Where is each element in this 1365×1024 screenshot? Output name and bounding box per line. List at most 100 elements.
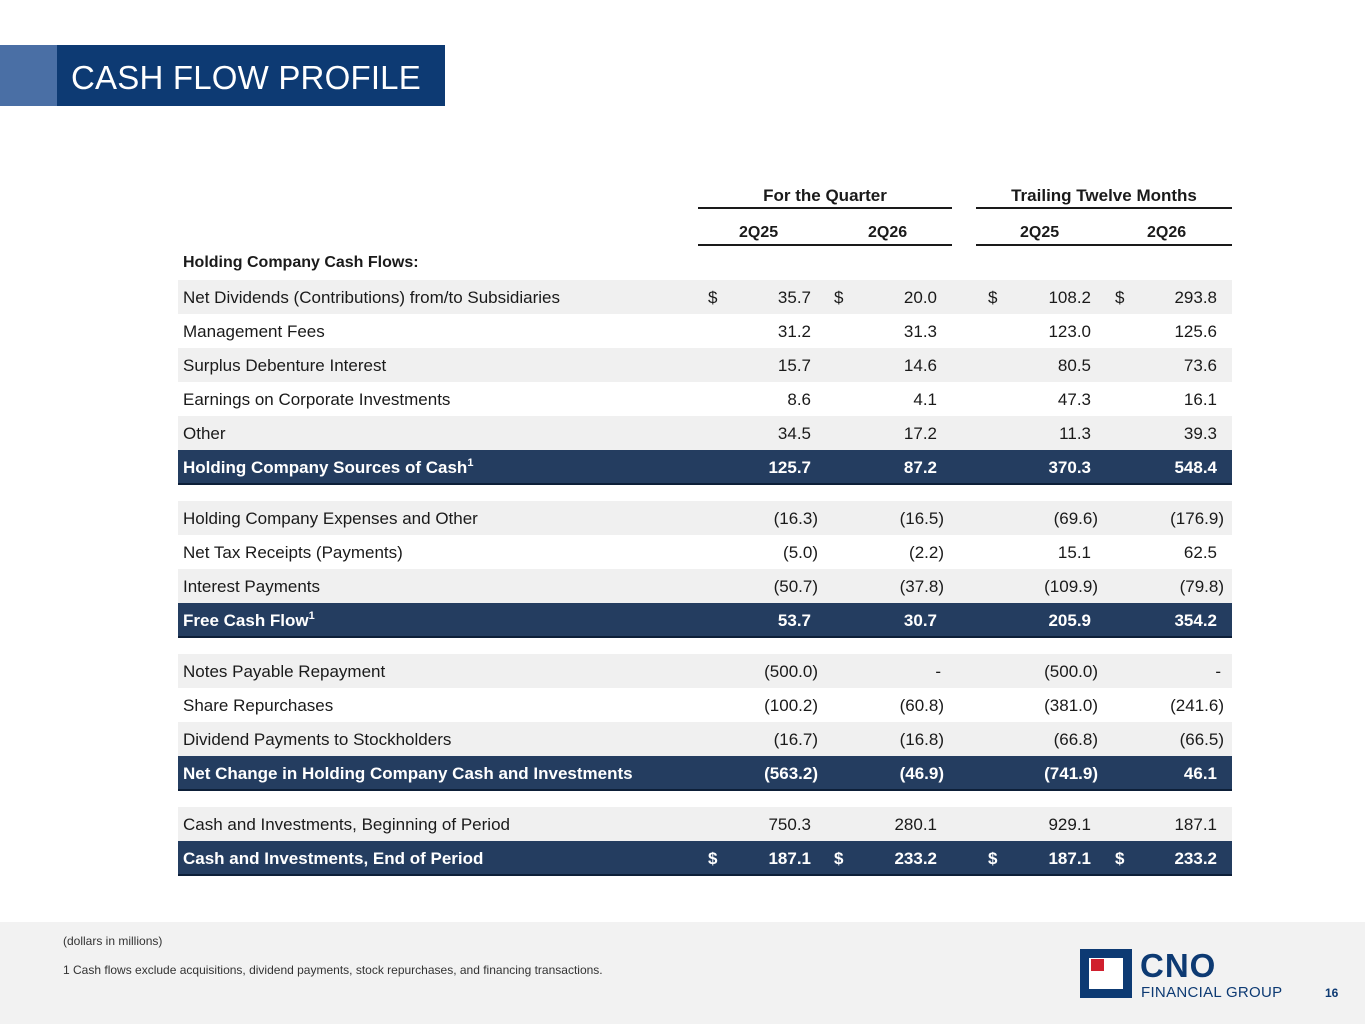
value-cell: (60.8) <box>899 696 944 715</box>
table-row: Free Cash Flow1 53.7 30.7 205.9 354.2 <box>178 603 1232 638</box>
page-number: 16 <box>1325 986 1339 1000</box>
value-cell: (176.9) <box>1170 509 1224 528</box>
section-label: Holding Company Cash Flows: <box>183 254 419 271</box>
table-row: Management Fees 31.2 31.3 123.0 125.6 <box>178 314 1232 348</box>
value-cell: 11.3 <box>1059 424 1091 443</box>
value-cell: 87.2 <box>903 458 937 477</box>
value-cell: 187.1 <box>1048 849 1091 868</box>
value-cell: 31.2 <box>777 322 811 341</box>
col-header: 2Q26 <box>868 224 908 241</box>
row-label: Holding Company Sources of Cash1 <box>183 457 474 477</box>
dollar-sign: $ <box>988 288 998 307</box>
value-cell: (500.0) <box>764 662 818 681</box>
value-cell: (381.0) <box>1044 696 1098 715</box>
value-cell: 16.1 <box>1183 390 1217 409</box>
dollar-sign: $ <box>708 288 718 307</box>
value-cell: 35.7 <box>777 288 811 307</box>
value-cell: (66.8) <box>1053 730 1098 749</box>
value-cell: 123.0 <box>1048 322 1091 341</box>
value-cell: 8.6 <box>787 390 811 409</box>
value-cell: 125.7 <box>768 458 811 477</box>
table-row: Cash and Investments, Beginning of Perio… <box>178 807 1232 841</box>
value-cell: 15.1 <box>1057 543 1091 562</box>
table-row: Earnings on Corporate Investments 8.6 4.1 4… <box>178 382 1232 416</box>
row-label: Net Dividends (Contributions) from/to Su… <box>183 288 560 307</box>
table-row: Surplus Debenture Interest 15.7 14.6 80.5 73… <box>178 348 1232 382</box>
value-cell: 47.3 <box>1057 390 1091 409</box>
footnote-marker: 1 <box>467 457 474 469</box>
value-cell: 548.4 <box>1174 458 1217 477</box>
row-label: Management Fees <box>183 322 325 341</box>
value-cell: (16.8) <box>899 730 944 749</box>
value-cell: 233.2 <box>894 849 937 868</box>
table-row: Other 34.5 17.2 11.3 39.3 <box>178 416 1232 450</box>
footnote-marker: 1 <box>308 610 315 622</box>
table-row: Interest Payments (50.7) (37.8) (109.9) (79.… <box>178 569 1232 603</box>
row-label: Free Cash Flow1 <box>183 610 315 630</box>
value-cell: 125.6 <box>1174 322 1217 341</box>
row-label: Other <box>183 424 226 443</box>
value-cell: 354.2 <box>1174 611 1217 630</box>
value-cell: (50.7) <box>773 577 818 596</box>
dollar-sign: $ <box>834 288 844 307</box>
value-cell: (79.8) <box>1179 577 1224 596</box>
value-cell: 187.1 <box>1174 815 1217 834</box>
value-cell: (500.0) <box>1044 662 1098 681</box>
value-cell: 205.9 <box>1048 611 1091 630</box>
dollar-sign: $ <box>1115 849 1125 868</box>
value-cell: 370.3 <box>1048 458 1091 477</box>
row-label: Cash and Investments, Beginning of Perio… <box>183 815 510 834</box>
row-label: Interest Payments <box>183 577 321 596</box>
row-label: Notes Payable Repayment <box>183 662 386 681</box>
table-row: Holding Company Sources of Cash1 125.7 87.… <box>178 450 1232 485</box>
value-cell: (37.8) <box>899 577 944 596</box>
table-row: Share Repurchases (100.2) (60.8) (381.0) (24… <box>178 688 1232 722</box>
cno-logo-icon <box>1080 949 1132 998</box>
table-row: Net Dividends (Contributions) from/to Su… <box>178 280 1232 314</box>
table-row: Net Tax Receipts (Payments) (5.0) (2.2) 15.… <box>178 535 1232 569</box>
row-label: Share Repurchases <box>183 696 334 715</box>
dollar-sign: $ <box>1115 288 1125 307</box>
row-label: Holding Company Expenses and Other <box>183 509 478 528</box>
value-cell: 80.5 <box>1057 356 1091 375</box>
value-cell: 30.7 <box>903 611 937 630</box>
row-label: Net Tax Receipts (Payments) <box>183 543 403 562</box>
value-cell: (241.6) <box>1170 696 1224 715</box>
value-cell: (100.2) <box>764 696 818 715</box>
header-for-the-quarter: For the Quarter <box>698 186 952 209</box>
value-cell: 233.2 <box>1174 849 1217 868</box>
value-cell: (46.9) <box>899 764 944 783</box>
table-row: Cash and Investments, End of Period $187.… <box>178 841 1232 876</box>
dollar-sign: $ <box>988 849 998 868</box>
value-cell: 62.5 <box>1183 543 1217 562</box>
col-header: 2Q25 <box>739 224 779 241</box>
footnote: 1 Cash flows exclude acquisitions, divid… <box>63 963 603 977</box>
quarter-column-headers: 2Q25 2Q26 <box>698 224 952 246</box>
table-row: Notes Payable Repayment (500.0) - (500.0) - <box>178 654 1232 688</box>
value-cell: 73.6 <box>1183 356 1217 375</box>
col-header: 2Q25 <box>1020 224 1060 241</box>
value-cell: - <box>935 662 941 681</box>
value-cell: (66.5) <box>1179 730 1224 749</box>
value-cell: (69.6) <box>1053 509 1098 528</box>
value-cell: 293.8 <box>1174 288 1217 307</box>
row-label: Net Change in Holding Company Cash and I… <box>183 764 633 783</box>
value-cell: 108.2 <box>1048 288 1091 307</box>
value-cell: (16.7) <box>773 730 818 749</box>
logo-subtitle: FINANCIAL GROUP <box>1141 984 1283 1001</box>
value-cell: 4.1 <box>913 390 937 409</box>
value-cell: (563.2) <box>764 764 818 783</box>
table-row: Dividend Payments to Stockholders (16.7) (… <box>178 722 1232 756</box>
col-header: 2Q26 <box>1147 224 1187 241</box>
table-row: Net Change in Holding Company Cash and I… <box>178 756 1232 791</box>
value-cell: 31.3 <box>903 322 937 341</box>
value-cell: (2.2) <box>909 543 944 562</box>
value-cell: 17.2 <box>903 424 937 443</box>
row-label: Surplus Debenture Interest <box>183 356 387 375</box>
header-trailing-twelve-months: Trailing Twelve Months <box>976 186 1232 209</box>
value-cell: 929.1 <box>1048 815 1091 834</box>
title-banner: CASH FLOW PROFILE <box>57 45 445 106</box>
units-note: (dollars in millions) <box>63 934 163 948</box>
table-row: Holding Company Expenses and Other (16.3)… <box>178 501 1232 535</box>
value-cell: - <box>1215 662 1221 681</box>
